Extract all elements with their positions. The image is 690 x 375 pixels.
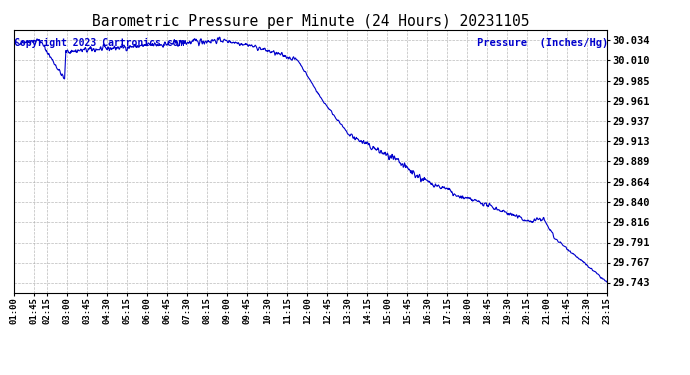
Text: Pressure  (Inches/Hg): Pressure (Inches/Hg) [477,38,608,48]
Text: Copyright 2023 Cartronics.com: Copyright 2023 Cartronics.com [14,38,185,48]
Title: Barometric Pressure per Minute (24 Hours) 20231105: Barometric Pressure per Minute (24 Hours… [92,14,529,29]
